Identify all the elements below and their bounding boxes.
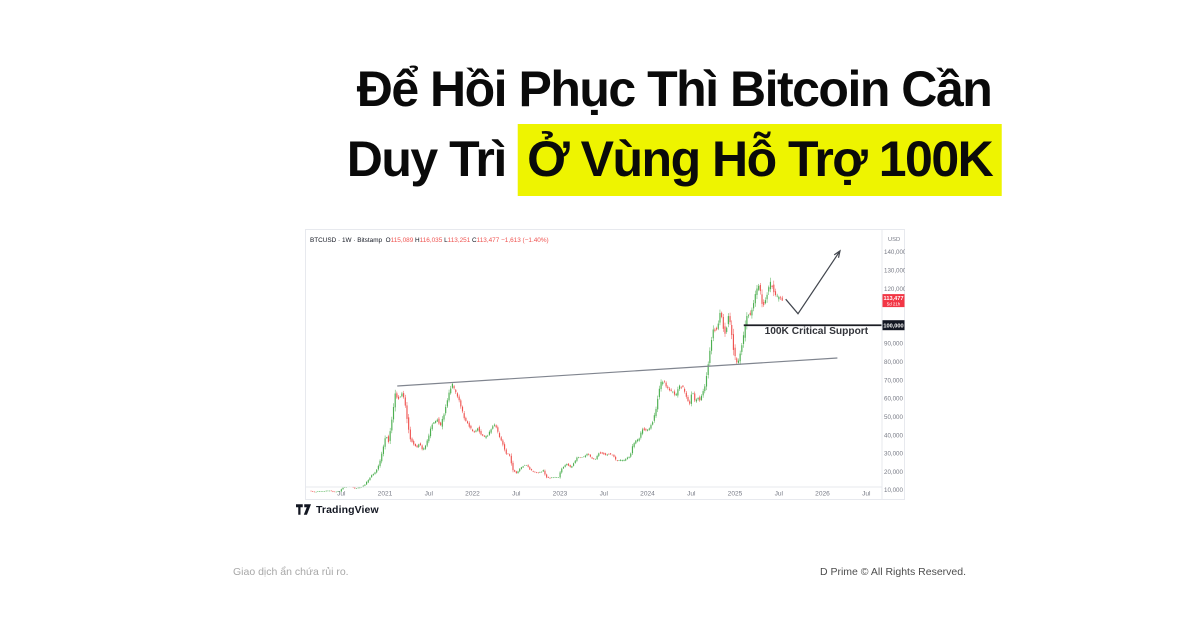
svg-text:BTCUSD · 1W · Bitstamp O115,0: BTCUSD · 1W · Bitstamp O115,089 H116,035…: [310, 237, 549, 244]
svg-text:5d 21h: 5d 21h: [887, 302, 901, 307]
page-title: Để Hồi Phục Thì Bitcoin Cần Duy Trì Ở Vù…: [346, 54, 1002, 196]
svg-text:Jul: Jul: [512, 491, 521, 498]
chart-border: [305, 229, 905, 500]
btc-weekly-chart: 100K Critical Support USD 140,000 130,000 1…: [305, 229, 905, 500]
risk-disclaimer: Giao dịch ẩn chứa rủi ro.: [233, 566, 349, 578]
title-line-1: Để Hồi Phục Thì Bitcoin Cần: [356, 61, 993, 117]
svg-text:60,000: 60,000: [884, 396, 903, 403]
tradingview-branding: TradingView: [296, 503, 379, 516]
svg-text:2026: 2026: [815, 491, 830, 498]
svg-text:120,000: 120,000: [884, 286, 905, 293]
svg-text:Jul: Jul: [862, 491, 871, 498]
svg-text:2021: 2021: [378, 491, 393, 498]
chart-card: 100K Critical Support USD 140,000 130,000 1…: [305, 229, 905, 500]
title-highlight: Ở Vùng Hỗ Trợ 100K: [518, 124, 1002, 196]
svg-text:70,000: 70,000: [884, 377, 903, 384]
svg-text:Jul: Jul: [337, 491, 346, 498]
chart-legend: BTCUSD · 1W · Bitstamp O115,089 H116,035…: [310, 237, 549, 244]
svg-text:10,000: 10,000: [884, 487, 903, 494]
svg-text:100,000: 100,000: [883, 323, 903, 329]
trendline: [397, 357, 838, 387]
svg-text:80,000: 80,000: [884, 359, 903, 366]
svg-text:50,000: 50,000: [884, 414, 903, 421]
svg-text:2025: 2025: [728, 491, 743, 498]
svg-text:140,000: 140,000: [884, 249, 905, 256]
tradingview-label: TradingView: [316, 503, 379, 516]
svg-text:2022: 2022: [465, 491, 480, 498]
support-annotation: 100K Critical Support: [765, 326, 869, 337]
svg-text:2024: 2024: [640, 491, 655, 498]
bounce-arrow: [785, 249, 841, 315]
title-line-2: Duy Trì Ở Vùng Hỗ Trợ 100K: [346, 124, 1002, 196]
svg-text:Jul: Jul: [600, 491, 609, 498]
svg-text:20,000: 20,000: [884, 469, 903, 476]
tradingview-logo-icon: [296, 504, 311, 515]
svg-text:USD: USD: [888, 237, 900, 243]
svg-text:Jul: Jul: [425, 491, 434, 498]
time-axis: Jul 2021 Jul 2022 Jul 2023 Jul 2024 Jul 2025 Jul 20…: [337, 491, 871, 498]
svg-text:2023: 2023: [553, 491, 568, 498]
axis-separators: [305, 229, 883, 500]
svg-text:90,000: 90,000: [884, 341, 903, 348]
svg-text:113,477: 113,477: [884, 296, 904, 302]
support-price-label: 100,000: [882, 320, 905, 331]
copyright: D Prime © All Rights Reserved.: [819, 566, 966, 578]
price-axis: USD 140,000 130,000 120,000 90,000 80,000 70,0…: [884, 237, 905, 494]
svg-text:Jul: Jul: [687, 491, 696, 498]
svg-text:30,000: 30,000: [884, 451, 903, 458]
title-line-2-prefix: Duy Trì: [346, 131, 519, 187]
candlesticks: [310, 277, 783, 493]
svg-text:40,000: 40,000: [884, 432, 903, 439]
svg-text:130,000: 130,000: [884, 268, 905, 275]
svg-text:Jul: Jul: [775, 491, 784, 498]
